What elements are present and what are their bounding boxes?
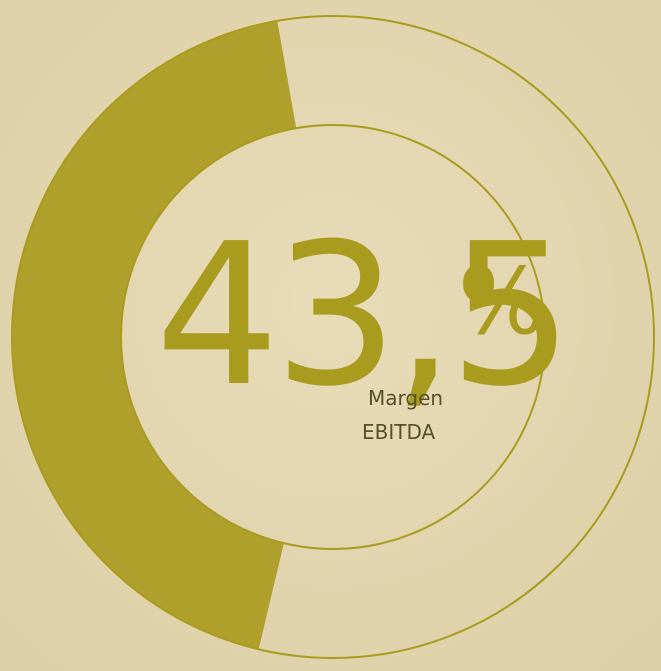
ring [11, 15, 655, 659]
label-line: Margen [368, 386, 443, 410]
unit-label: % [458, 248, 545, 355]
label-line: EBITDA [362, 420, 436, 444]
value-label: 43,5 [155, 202, 567, 430]
donut-segment [12, 20, 297, 650]
outer-ring [11, 15, 655, 659]
